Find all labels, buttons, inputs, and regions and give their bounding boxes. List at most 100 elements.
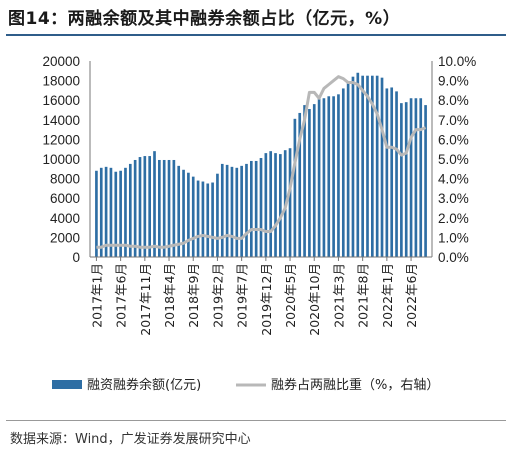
title-rule bbox=[6, 34, 506, 36]
bar bbox=[167, 159, 171, 257]
right-tick-label: 7.0% bbox=[438, 113, 469, 128]
bar bbox=[404, 102, 408, 257]
bar bbox=[109, 167, 113, 257]
bar bbox=[162, 159, 166, 257]
bar bbox=[322, 98, 326, 257]
bar bbox=[249, 160, 253, 257]
bar bbox=[385, 88, 389, 257]
bar bbox=[375, 75, 379, 257]
bar bbox=[327, 96, 331, 257]
bar bbox=[187, 172, 190, 257]
bar bbox=[337, 94, 340, 257]
bar bbox=[206, 183, 210, 257]
bar bbox=[172, 159, 176, 257]
left-tick-label: 2000 bbox=[50, 230, 80, 245]
bar bbox=[371, 75, 374, 257]
bar bbox=[177, 165, 181, 257]
x-tick-label: 2017年11月 bbox=[138, 263, 153, 336]
bar bbox=[274, 153, 277, 257]
bar bbox=[245, 163, 248, 257]
bar bbox=[414, 98, 418, 257]
bar bbox=[158, 159, 161, 257]
x-tick-label: 2019年2月 bbox=[210, 263, 225, 328]
x-tick-label: 2019年7月 bbox=[235, 263, 250, 328]
bar bbox=[211, 182, 214, 257]
bar bbox=[332, 96, 335, 257]
bar bbox=[99, 167, 103, 257]
bar bbox=[264, 153, 268, 257]
bar bbox=[312, 104, 316, 258]
bar bbox=[380, 77, 384, 257]
bar bbox=[230, 166, 234, 257]
right-tick-label: 6.0% bbox=[438, 132, 469, 147]
bar bbox=[409, 98, 413, 257]
bar bbox=[308, 109, 311, 258]
left-tick-label: 10000 bbox=[42, 152, 80, 167]
bar bbox=[419, 98, 423, 257]
bar bbox=[298, 112, 302, 257]
left-tick-label: 8000 bbox=[50, 172, 80, 187]
right-tick-label: 5.0% bbox=[438, 152, 469, 167]
bar bbox=[390, 87, 394, 258]
bar bbox=[216, 173, 219, 257]
right-tick-label: 4.0% bbox=[438, 172, 469, 187]
bar bbox=[395, 91, 398, 257]
bar bbox=[259, 158, 263, 257]
right-tick-label: 1.0% bbox=[438, 230, 469, 245]
bar bbox=[225, 164, 229, 257]
figure-title: 图14：两融余额及其中融券余额占比（亿元，%） bbox=[8, 9, 401, 29]
bar bbox=[341, 88, 345, 257]
right-tick-label: 8.0% bbox=[438, 93, 469, 108]
right-axis: 0.0% 1.0% 2.0% 3.0% 4.0% 5.0% 6.0% 7.0% 8.0% 9.0%… bbox=[431, 54, 476, 265]
x-tick-label: 2022年6月 bbox=[404, 263, 419, 328]
bar bbox=[114, 171, 118, 257]
legend-bar-label: 融资融券余额(亿元) bbox=[87, 377, 201, 393]
bar bbox=[201, 181, 205, 257]
bar bbox=[235, 167, 239, 257]
left-tick-label: 16000 bbox=[42, 93, 80, 108]
legend-bar-swatch bbox=[52, 380, 82, 389]
bar bbox=[128, 163, 132, 257]
bar bbox=[104, 166, 108, 257]
x-tick-label: 2018年9月 bbox=[186, 263, 201, 328]
left-tick-label: 20000 bbox=[42, 54, 80, 69]
bar bbox=[196, 180, 200, 257]
bar bbox=[346, 81, 350, 257]
x-axis: 2017年1月 2017年6月 2017年11月 2018年4月 2018年9月 2019… bbox=[89, 256, 432, 336]
x-tick-label: 2018年4月 bbox=[162, 263, 177, 328]
left-tick-label: 12000 bbox=[42, 132, 80, 147]
bar bbox=[148, 156, 151, 257]
bar bbox=[182, 169, 185, 257]
bar bbox=[356, 72, 360, 257]
x-tick-label: 2021年8月 bbox=[356, 263, 371, 328]
bar bbox=[254, 160, 258, 257]
x-tick-label: 2021年3月 bbox=[331, 263, 346, 328]
bar bbox=[351, 76, 355, 258]
legend: 融资融券余额(亿元) 融券占两融比重（%，右轴） bbox=[52, 377, 439, 393]
bar bbox=[424, 105, 427, 257]
x-tick-label: 2020年5月 bbox=[283, 263, 298, 328]
left-axis: 0 2000 4000 6000 8000 10000 12000 14000 16000 180… bbox=[42, 54, 91, 265]
bar bbox=[95, 170, 98, 257]
bar bbox=[138, 157, 142, 257]
bar bbox=[269, 151, 273, 257]
left-tick-label: 0 bbox=[72, 250, 80, 265]
bar bbox=[143, 156, 147, 257]
x-tick-label: 2017年6月 bbox=[114, 263, 129, 328]
bar bbox=[220, 163, 224, 257]
x-tick-label: 2022年1月 bbox=[380, 263, 395, 328]
x-tick-label: 2019年12月 bbox=[259, 263, 274, 336]
source-rule bbox=[6, 420, 506, 421]
chart: 0 2000 4000 6000 8000 10000 12000 14000 16000 180… bbox=[42, 54, 476, 393]
bar bbox=[288, 148, 292, 257]
bar bbox=[303, 105, 306, 257]
left-tick-label: 18000 bbox=[42, 74, 80, 89]
line-series-layer bbox=[96, 75, 427, 249]
bar bbox=[124, 167, 127, 257]
x-tick-label: 2017年1月 bbox=[89, 263, 104, 328]
bar bbox=[400, 103, 403, 257]
bar bbox=[153, 151, 156, 257]
left-tick-label: 4000 bbox=[50, 211, 80, 226]
x-tick-label: 2020年10月 bbox=[307, 263, 322, 336]
